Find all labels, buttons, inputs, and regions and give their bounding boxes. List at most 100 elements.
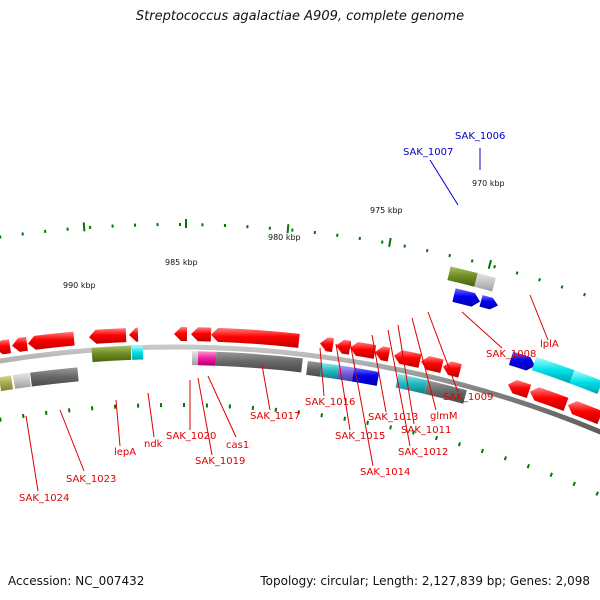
leader-line xyxy=(461,311,503,349)
reverse-gene-arrow xyxy=(508,380,532,399)
reverse-gene-arrow xyxy=(421,356,444,374)
scale-label: 970 kbp xyxy=(472,179,505,188)
genome-summary-text: Topology: circular; Length: 2,127,839 bp… xyxy=(260,574,590,588)
gene-label[interactable]: lplA xyxy=(540,339,559,350)
gene-label[interactable]: SAK_1013 xyxy=(368,412,418,423)
reverse-gene-arrow xyxy=(443,361,462,378)
annotation-bar xyxy=(395,373,428,394)
scale-ticks xyxy=(0,219,599,496)
reverse-gene-arrow xyxy=(12,336,28,352)
annotation-bar xyxy=(197,351,217,366)
forward-gene-arrow xyxy=(479,295,498,310)
forward-gene-arrow xyxy=(452,288,480,307)
annotation-bar xyxy=(531,356,575,384)
gene-label[interactable]: SAK_1019 xyxy=(195,456,245,467)
gene-label[interactable]: glmM xyxy=(430,411,458,422)
annotation-bar xyxy=(474,273,496,292)
scale-label: 975 kbp xyxy=(370,206,403,215)
annotation-bar xyxy=(131,345,144,360)
scale-tick xyxy=(448,253,451,258)
reverse-gene-arrow xyxy=(336,339,352,355)
annotation-bar xyxy=(306,361,322,377)
gene-label[interactable]: SAK_1007 xyxy=(403,147,453,158)
gene-label[interactable]: SAK_1008 xyxy=(486,349,536,360)
leader-line xyxy=(371,334,387,413)
backbone-arc xyxy=(0,344,600,435)
scale-tick-major xyxy=(286,224,290,234)
leader-line xyxy=(59,409,85,472)
gene-label[interactable]: lepA xyxy=(114,447,136,458)
leader-line xyxy=(197,377,213,456)
annotation-bar xyxy=(30,367,79,387)
reverse-gene-arrow xyxy=(89,328,127,344)
leader-line xyxy=(429,159,459,206)
inner-tick xyxy=(22,413,25,419)
annotation-bar xyxy=(12,372,31,389)
reverse-gene-arrow xyxy=(191,327,212,342)
scale-tick-major xyxy=(487,259,492,270)
gene-label[interactable]: SAK_1009 xyxy=(443,392,493,403)
inner-tick xyxy=(389,425,392,430)
leader-line xyxy=(427,311,459,393)
inner-tick xyxy=(320,413,323,418)
gene-label[interactable]: SAK_1015 xyxy=(335,431,385,442)
reverse-gene-arrow xyxy=(174,327,188,342)
inner-tick xyxy=(572,481,576,487)
scale-tick-major xyxy=(82,222,86,232)
scale-tick xyxy=(538,278,541,282)
gene-label[interactable]: SAK_1012 xyxy=(398,447,448,458)
leader-line xyxy=(319,347,325,397)
leader-line xyxy=(397,324,415,425)
leader-line xyxy=(529,294,549,341)
reverse-gene-arrow xyxy=(530,387,569,411)
gene-label[interactable]: SAK_1016 xyxy=(305,397,355,408)
gene-label[interactable]: SAK_1011 xyxy=(401,425,451,436)
accession-text: Accession: NC_007432 xyxy=(8,574,145,588)
inner-tick xyxy=(0,417,2,422)
inner-tick xyxy=(457,442,461,447)
scale-tick xyxy=(425,248,429,253)
scale-label: 990 kbp xyxy=(63,281,96,290)
annotation-bar xyxy=(215,351,303,373)
annotation-bar xyxy=(191,351,199,366)
scale-tick-major xyxy=(388,237,392,248)
inner-tick xyxy=(343,416,346,421)
gene-label[interactable]: SAK_1006 xyxy=(455,131,505,142)
scale-tick xyxy=(515,271,519,275)
forward-gene-arrow xyxy=(508,351,535,371)
annotation-bar xyxy=(447,266,478,287)
gene-label[interactable]: SAK_1020 xyxy=(166,431,216,442)
inner-tick xyxy=(526,464,530,469)
reverse-gene-arrow xyxy=(375,346,391,362)
inner-tick xyxy=(549,472,553,477)
reverse-gene-arrow xyxy=(0,339,12,355)
leader-line xyxy=(411,317,437,411)
leader-line xyxy=(147,392,155,438)
reverse-gene-arrow xyxy=(394,350,422,368)
inner-tick xyxy=(366,420,369,425)
annotation-bar xyxy=(0,375,14,392)
scale-tick xyxy=(583,292,586,297)
inner-tick xyxy=(503,456,507,461)
scale-tick xyxy=(493,265,496,269)
reverse-gene-arrow xyxy=(129,327,139,342)
gene-label[interactable]: SAK_1024 xyxy=(19,493,69,504)
inner-tick xyxy=(435,435,438,441)
map-title: Streptococcus agalactiae A909, complete … xyxy=(135,9,465,24)
gene-label[interactable]: cas1 xyxy=(226,440,249,451)
leader-line xyxy=(335,343,351,431)
reverse-gene-arrow xyxy=(350,341,377,359)
gene-label[interactable]: SAK_1014 xyxy=(360,467,410,478)
reverse-gene-arrow xyxy=(211,327,300,348)
scale-label: 985 kbp xyxy=(165,258,198,267)
annotation-bar xyxy=(351,367,380,386)
gene-label[interactable]: SAK_1017 xyxy=(250,411,300,422)
leader-line xyxy=(387,329,411,447)
leader-line xyxy=(349,341,374,467)
scale-tick xyxy=(560,285,564,289)
gene-label[interactable]: SAK_1023 xyxy=(66,474,116,485)
inner-tick xyxy=(595,491,599,496)
gene-label[interactable]: ndk xyxy=(144,439,163,450)
annotation-bar xyxy=(91,345,132,363)
